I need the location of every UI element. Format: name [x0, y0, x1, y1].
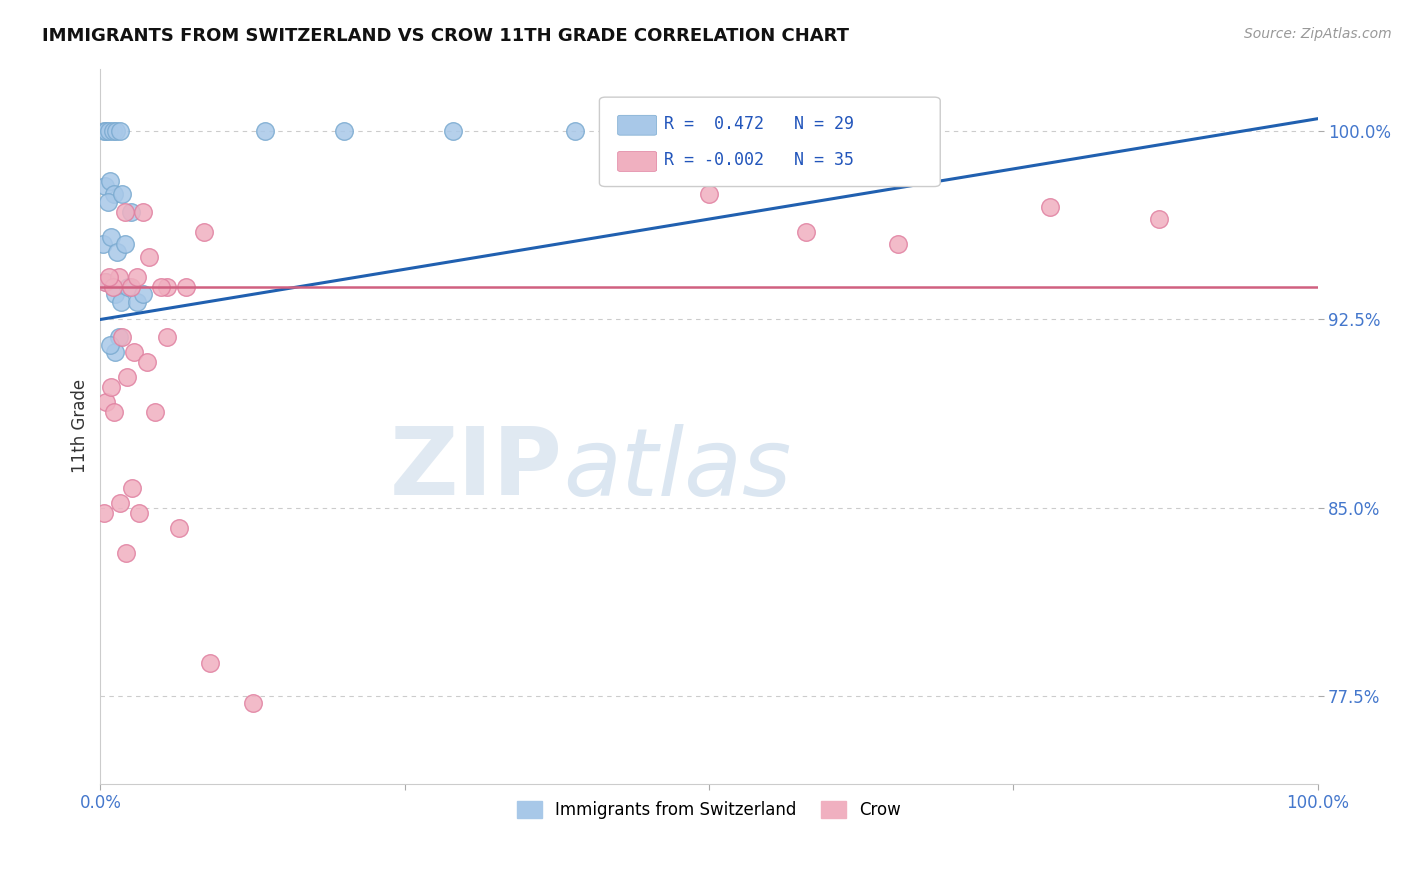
Point: [114, 237, 136, 252]
FancyBboxPatch shape: [617, 115, 657, 136]
Point: [104, 345, 127, 359]
Point: [96, 395, 118, 409]
Point: [132, 204, 155, 219]
Point: [253, 124, 276, 138]
Point: [128, 506, 150, 520]
Point: [114, 204, 136, 219]
FancyBboxPatch shape: [599, 97, 941, 186]
Point: [564, 124, 586, 138]
Point: [108, 496, 131, 510]
Point: [1039, 200, 1062, 214]
Point: [105, 244, 128, 259]
Text: IMMIGRANTS FROM SWITZERLAND VS CROW 11TH GRADE CORRELATION CHART: IMMIGRANTS FROM SWITZERLAND VS CROW 11TH…: [42, 27, 849, 45]
Point: [198, 657, 221, 671]
Text: ZIP: ZIP: [389, 423, 562, 515]
Point: [101, 124, 124, 138]
Point: [93, 124, 115, 138]
Point: [98, 337, 121, 351]
Point: [98, 174, 121, 188]
Point: [796, 225, 818, 239]
Point: [138, 250, 160, 264]
Point: [242, 697, 264, 711]
Point: [104, 287, 127, 301]
Point: [103, 405, 125, 419]
Point: [100, 229, 122, 244]
Point: [156, 280, 179, 294]
Point: [120, 204, 142, 219]
Point: [97, 269, 120, 284]
Point: [111, 186, 134, 201]
FancyBboxPatch shape: [617, 152, 657, 171]
Point: [91, 237, 114, 252]
Point: [886, 237, 908, 252]
Point: [111, 330, 134, 344]
Point: [135, 355, 157, 369]
Point: [108, 124, 131, 138]
Point: [1149, 212, 1171, 227]
Point: [193, 225, 215, 239]
Point: [97, 194, 120, 209]
Point: [117, 280, 139, 294]
Point: [107, 330, 129, 344]
Point: [96, 124, 118, 138]
Point: [124, 345, 146, 359]
Point: [115, 370, 138, 384]
Point: [121, 481, 143, 495]
Point: [97, 124, 120, 138]
Point: [94, 275, 117, 289]
Point: [150, 280, 173, 294]
Point: [333, 124, 356, 138]
Point: [125, 269, 148, 284]
Y-axis label: 11th Grade: 11th Grade: [72, 379, 89, 473]
Text: Source: ZipAtlas.com: Source: ZipAtlas.com: [1244, 27, 1392, 41]
Point: [115, 546, 138, 560]
Text: R = -0.002   N = 35: R = -0.002 N = 35: [664, 151, 853, 169]
Point: [101, 280, 124, 294]
Text: atlas: atlas: [562, 424, 792, 515]
Point: [132, 287, 155, 301]
Point: [120, 280, 142, 294]
Text: R =  0.472   N = 29: R = 0.472 N = 29: [664, 115, 853, 133]
Point: [169, 521, 191, 535]
Legend: Immigrants from Switzerland, Crow: Immigrants from Switzerland, Crow: [510, 794, 908, 825]
Point: [143, 405, 166, 419]
Point: [96, 275, 118, 289]
Point: [156, 330, 179, 344]
Point: [441, 124, 464, 138]
Point: [94, 179, 117, 194]
Point: [105, 124, 128, 138]
Point: [93, 506, 115, 520]
Point: [110, 294, 132, 309]
Point: [174, 280, 197, 294]
Point: [697, 186, 720, 201]
Point: [100, 380, 122, 394]
Point: [125, 294, 148, 309]
Point: [107, 269, 129, 284]
Point: [103, 186, 125, 201]
